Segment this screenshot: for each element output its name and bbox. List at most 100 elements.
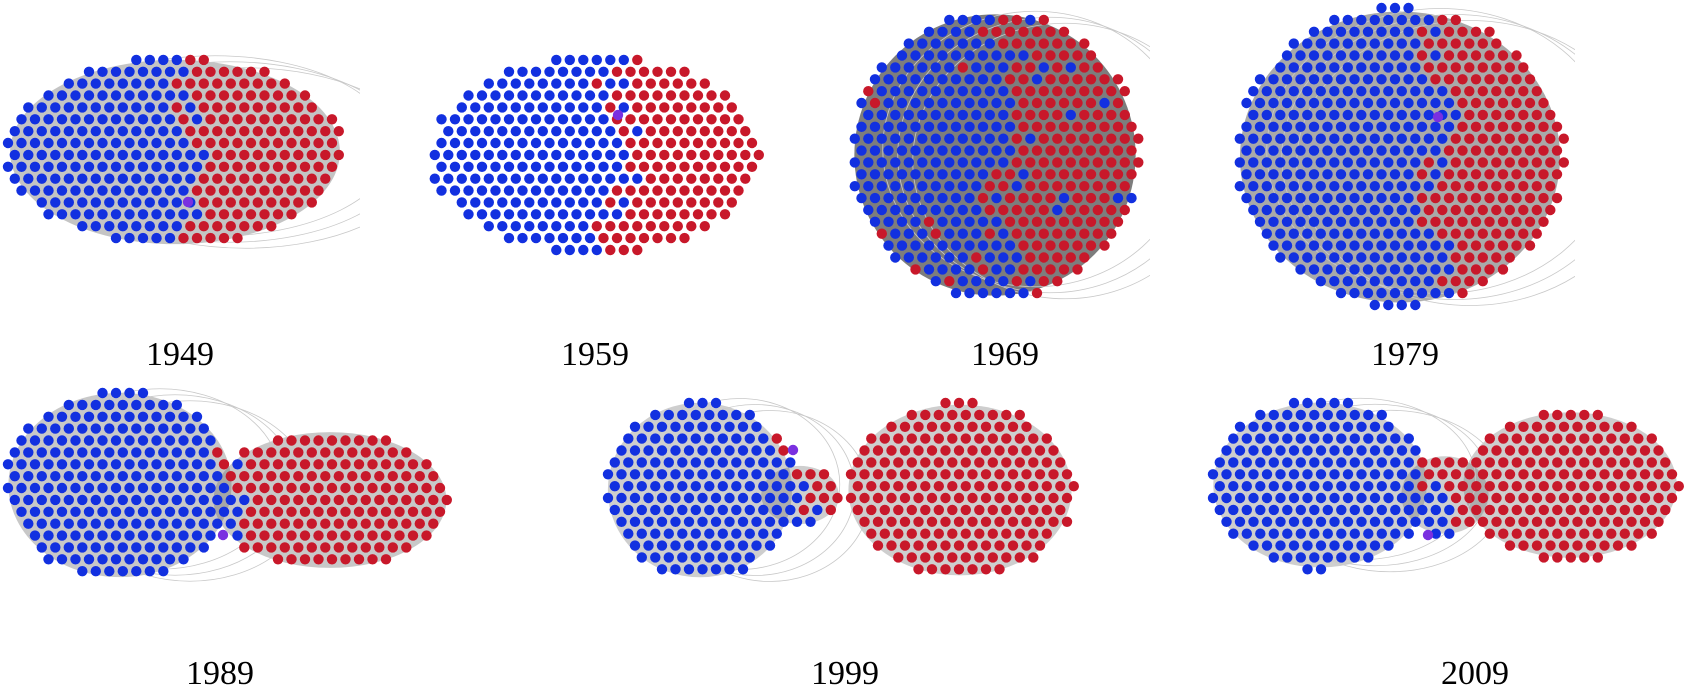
republican-node: [652, 137, 663, 149]
democrat-node: [1349, 121, 1360, 132]
republican-node: [1004, 74, 1016, 85]
democrat-node: [164, 232, 176, 244]
democrat-node: [1268, 433, 1279, 444]
republican-node: [933, 552, 944, 563]
republican-node: [591, 221, 602, 232]
democrat-node: [1410, 181, 1421, 192]
republican-node: [1011, 133, 1022, 144]
democrat-node: [1362, 145, 1374, 156]
democrat-node: [50, 149, 61, 161]
republican-node: [652, 232, 663, 244]
democrat-node: [36, 173, 47, 184]
republican-node: [1079, 181, 1090, 192]
democrat-node: [29, 506, 41, 517]
republican-node: [266, 173, 277, 184]
democrat-node: [185, 423, 196, 434]
democrat-node: [1410, 276, 1421, 287]
democrat-node: [704, 481, 715, 492]
republican-node: [1058, 50, 1070, 61]
democrat-node: [83, 482, 95, 494]
democrat-node: [63, 471, 74, 482]
republican-node: [1626, 445, 1637, 456]
republican-node: [1504, 516, 1516, 527]
republican-node: [1538, 433, 1549, 444]
democrat-node: [937, 121, 948, 132]
democrat-node: [764, 469, 776, 480]
republican-node: [960, 481, 971, 492]
democrat-node: [144, 126, 155, 137]
democrat-node: [1342, 492, 1354, 504]
democrat-node: [1362, 169, 1374, 180]
republican-node: [1011, 38, 1022, 49]
democrat-node: [564, 126, 575, 137]
democrat-node: [944, 252, 955, 263]
democrat-node: [1004, 121, 1016, 132]
democrat-node: [443, 126, 454, 137]
democrat-node: [1268, 457, 1279, 468]
republican-node: [259, 137, 270, 149]
republican-node: [825, 504, 836, 516]
democrat-node: [623, 528, 634, 539]
republican-node: [1653, 516, 1664, 527]
democrat-node: [185, 494, 196, 506]
republican-node: [1660, 481, 1671, 492]
republican-node: [1045, 26, 1056, 37]
democrat-node: [683, 564, 695, 575]
republican-node: [987, 433, 998, 444]
democrat-node: [1018, 50, 1029, 61]
democrat-node: [923, 192, 935, 204]
democrat-node: [530, 185, 542, 196]
republican-node: [1551, 121, 1563, 132]
democrat-node: [1349, 50, 1360, 61]
democrat-node: [950, 169, 962, 180]
republican-node: [672, 126, 683, 137]
democrat-node: [1403, 287, 1414, 299]
democrat-node: [1282, 552, 1293, 563]
democrat-node: [1234, 157, 1245, 168]
republican-node: [652, 209, 663, 220]
republican-node: [1450, 276, 1461, 287]
democrat-node: [1389, 74, 1401, 85]
democrat-node: [724, 492, 735, 504]
democrat-node: [991, 97, 1002, 109]
democrat-node: [1362, 240, 1374, 251]
republican-node: [225, 126, 236, 137]
democrat-node: [29, 482, 41, 494]
republican-node: [1470, 26, 1482, 37]
republican-node: [686, 197, 697, 208]
republican-node: [1092, 204, 1103, 216]
democrat-node: [1349, 552, 1360, 563]
democrat-node: [117, 542, 128, 553]
democrat-node: [991, 74, 1002, 85]
democrat-node: [1025, 14, 1036, 26]
democrat-node: [785, 457, 796, 468]
democrat-node: [1423, 14, 1434, 26]
democrat-node: [1261, 421, 1273, 432]
democrat-node: [1295, 528, 1306, 539]
democrat-node: [964, 240, 975, 251]
democrat-node: [737, 516, 749, 527]
democrat-node: [1255, 409, 1266, 421]
republican-node: [1079, 204, 1090, 216]
republican-node: [852, 504, 863, 516]
democrat-node: [29, 530, 41, 541]
democrat-node: [124, 90, 135, 101]
republican-node: [906, 481, 917, 492]
democrat-node: [1288, 252, 1299, 263]
democrat-node: [930, 38, 941, 49]
democrat-node: [1275, 469, 1286, 480]
democrat-node: [70, 209, 81, 220]
republican-node: [1491, 181, 1502, 192]
republican-node: [320, 518, 331, 529]
democrat-node: [1336, 433, 1347, 444]
republican-node: [665, 232, 677, 244]
democrat-node: [598, 137, 609, 149]
democrat-node: [950, 216, 962, 227]
republican-node: [1443, 145, 1455, 156]
democrat-node: [1261, 204, 1272, 216]
republican-node: [313, 114, 324, 125]
republican-node: [333, 471, 344, 482]
republican-node: [272, 185, 284, 196]
democrat-node: [1423, 516, 1435, 527]
republican-node: [926, 564, 938, 575]
